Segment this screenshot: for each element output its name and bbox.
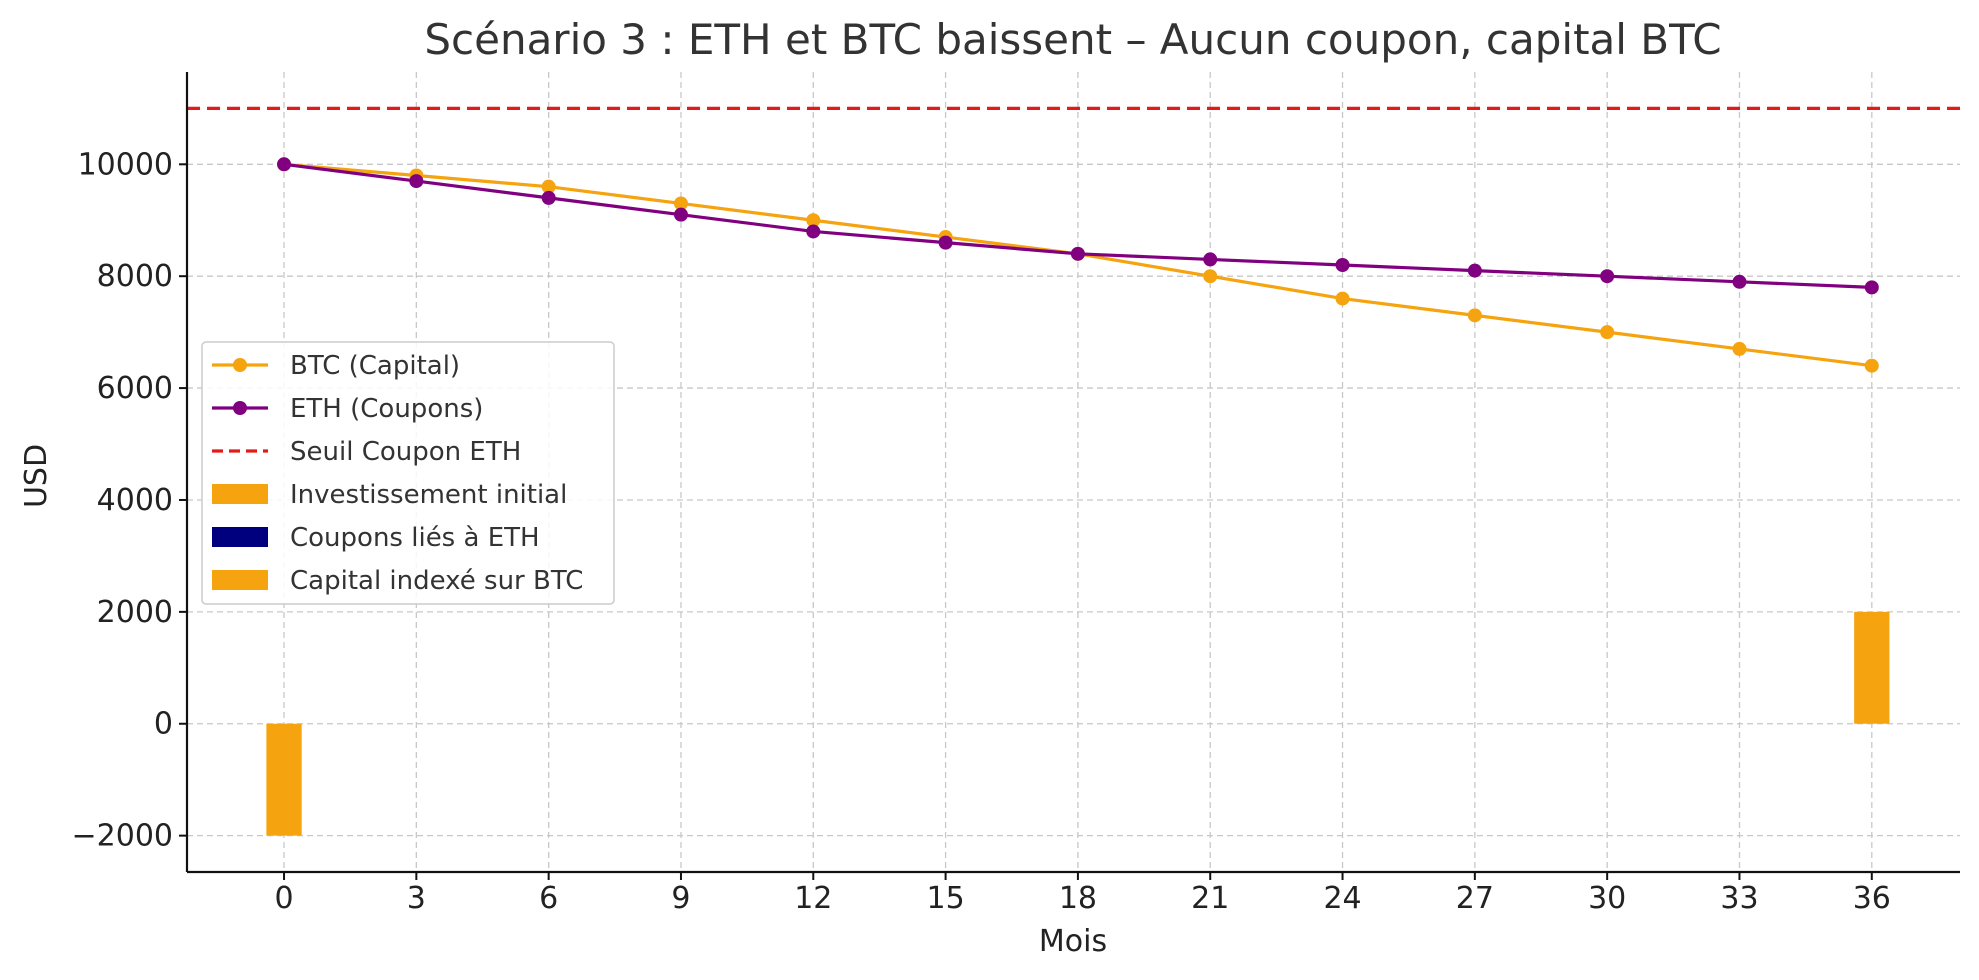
bars (266, 611, 1890, 836)
x-tick-label-4: 12 (794, 881, 832, 916)
series-0-point-9 (1467, 308, 1482, 323)
legend-marker-swatch-0 (233, 358, 247, 372)
legend-label-5: Capital indexé sur BTC (290, 566, 583, 596)
series-1-point-6 (1070, 246, 1085, 261)
series-0-point-2 (541, 179, 556, 194)
series (277, 157, 1879, 373)
series-1-point-3 (673, 207, 688, 222)
x-tick-label-10: 30 (1588, 881, 1626, 916)
legend-patch-swatch-5 (212, 570, 268, 590)
legend-box (201, 341, 615, 605)
x-tick-label-5: 15 (927, 881, 965, 916)
series-0-point-4 (806, 213, 821, 228)
series-1-point-2 (541, 190, 556, 205)
legend-label-3: Investissement initial (290, 480, 567, 510)
legend-label-2: Seuil Coupon ETH (290, 437, 521, 467)
series-1-point-11 (1732, 274, 1747, 289)
series-0-point-7 (1203, 269, 1218, 284)
series-0-point-8 (1335, 291, 1350, 306)
x-tick-label-6: 18 (1059, 881, 1097, 916)
y-tick-label-1: 0 (154, 707, 173, 742)
y-tick-label-5: 8000 (97, 259, 173, 294)
series-1-point-9 (1467, 263, 1482, 278)
series-1-point-7 (1203, 252, 1218, 267)
series-0-point-12 (1864, 358, 1879, 373)
y-tick-label-0: −2000 (72, 819, 173, 854)
series-1-point-5 (938, 235, 953, 250)
y-axis-label: USD (19, 444, 54, 508)
legend-label-4: Coupons liés à ETH (290, 523, 540, 553)
legend: BTC (Capital) ETH (Coupons) Seuil Coupon E… (201, 341, 615, 605)
y-tick-label-4: 6000 (97, 371, 173, 406)
legend-label-0: BTC (Capital) (290, 351, 460, 381)
x-tick-label-9: 27 (1456, 881, 1494, 916)
x-tick-label-3: 9 (671, 881, 690, 916)
x-tick-label-0: 0 (274, 881, 293, 916)
y-tick-label-6: 10000 (78, 147, 173, 182)
bar-0-0 (266, 723, 302, 836)
series-1-point-8 (1335, 258, 1350, 273)
series-1-point-12 (1864, 280, 1879, 295)
series-1-point-0 (277, 157, 292, 172)
x-tick-label-12: 36 (1853, 881, 1891, 916)
axes: 0 3 6 9 12 15 18 21 24 27 30 33 36−20000200040006000… (72, 72, 1960, 916)
legend-patch-swatch-3 (212, 484, 268, 504)
series-1-point-1 (409, 174, 424, 189)
bar-2-0 (1854, 611, 1890, 724)
y-tick-label-2: 2000 (97, 595, 173, 630)
chart-title: Scénario 3 : ETH et BTC baissent – Aucun… (424, 15, 1721, 64)
x-tick-label-11: 33 (1720, 881, 1758, 916)
series-0-point-11 (1732, 341, 1747, 356)
legend-patch-swatch-4 (212, 527, 268, 547)
x-tick-label-1: 3 (407, 881, 426, 916)
series-1-point-4 (806, 224, 821, 239)
legend-marker-swatch-1 (233, 401, 247, 415)
x-tick-label-8: 24 (1323, 881, 1361, 916)
x-axis-label: Mois (1039, 924, 1107, 959)
series-0-point-3 (673, 196, 688, 211)
x-tick-label-7: 21 (1191, 881, 1229, 916)
legend-label-1: ETH (Coupons) (290, 394, 483, 424)
x-tick-label-2: 6 (539, 881, 558, 916)
series-1-point-10 (1600, 269, 1615, 284)
y-tick-label-3: 4000 (97, 483, 173, 518)
series-0-point-10 (1600, 325, 1615, 340)
